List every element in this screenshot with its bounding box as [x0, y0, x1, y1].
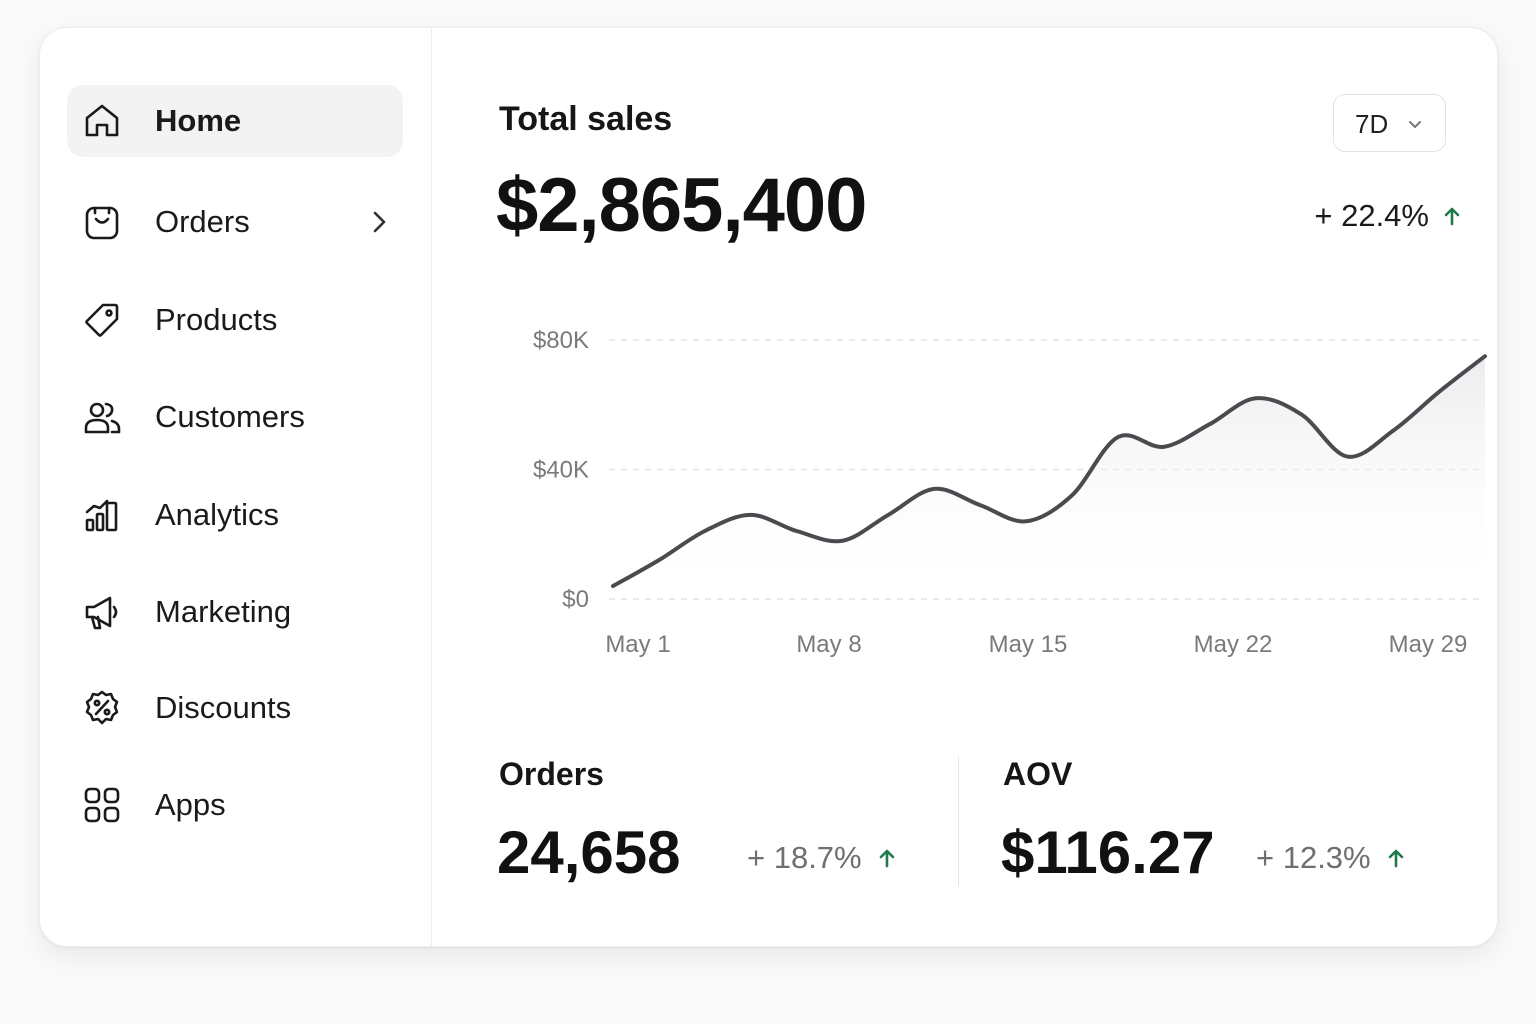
x-tick-label: May 29	[1389, 631, 1468, 658]
orders-change-badge: + 18.7%	[747, 840, 898, 876]
sidebar-item-label: Apps	[155, 787, 226, 822]
x-tick-label: May 8	[796, 631, 861, 658]
sales-dashboard-card: Home Orders Products	[39, 27, 1498, 947]
x-tick-label: May 15	[989, 631, 1068, 658]
sidebar-item-marketing[interactable]: Marketing	[67, 576, 403, 648]
sidebar-item-label: Orders	[155, 204, 250, 239]
total-sales-title: Total sales	[499, 100, 673, 138]
sales-change-value: + 22.4%	[1314, 198, 1429, 233]
sidebar-item-discounts[interactable]: Discounts	[67, 672, 403, 744]
arrow-up-icon	[876, 847, 898, 869]
megaphone-icon	[82, 592, 122, 632]
bag-icon	[82, 202, 122, 242]
orders-metric-value: 24,658	[497, 819, 681, 886]
sidebar-item-label: Marketing	[155, 594, 292, 629]
arrow-up-icon	[1385, 847, 1407, 869]
sales-panel: Total sales $2,865,400 7D + 22.4% $0 $40K…	[433, 28, 1497, 946]
chart-area-fill	[613, 356, 1485, 599]
x-tick-label: May 1	[605, 631, 670, 658]
sidebar-item-label: Home	[155, 103, 242, 138]
home-icon	[82, 101, 122, 141]
sidebar-item-apps[interactable]: Apps	[67, 769, 403, 841]
y-tick-label: $80K	[533, 327, 589, 354]
chart-x-axis: May 1 May 8 May 15 May 22 May 29	[605, 631, 1467, 658]
orders-metric-title: Orders	[499, 756, 604, 792]
metric-divider	[958, 756, 959, 886]
sidebar-nav: Home Orders Products	[40, 28, 432, 946]
aov-change-value: + 12.3%	[1256, 840, 1371, 875]
sidebar-item-orders[interactable]: Orders	[67, 186, 403, 258]
x-tick-label: May 22	[1194, 631, 1273, 658]
chart-series-line	[611, 354, 1487, 589]
chevron-down-icon	[1409, 121, 1421, 128]
orders-change-value: + 18.7%	[747, 840, 862, 875]
sidebar-item-label: Discounts	[155, 690, 292, 725]
sales-area-chart: $0 $40K $80K May 1 May 8 May 15 May 22 May 29	[533, 327, 1487, 658]
y-tick-label: $0	[562, 586, 589, 613]
sidebar-item-customers[interactable]: Customers	[67, 381, 403, 453]
aov-metric-value: $116.27	[1001, 819, 1215, 886]
date-range-dropdown[interactable]: 7D	[1333, 94, 1446, 152]
users-icon	[82, 397, 122, 437]
sales-change-badge: + 22.4%	[1314, 198, 1463, 234]
y-tick-label: $40K	[533, 457, 589, 484]
sidebar-item-label: Analytics	[155, 497, 280, 532]
sidebar-item-products[interactable]: Products	[67, 284, 403, 356]
date-range-label: 7D	[1355, 109, 1389, 139]
sidebar-item-label: Products	[155, 302, 278, 337]
sidebar-item-analytics[interactable]: Analytics	[67, 479, 403, 551]
aov-change-badge: + 12.3%	[1256, 840, 1407, 876]
bar-chart-icon	[82, 495, 122, 535]
apps-grid-icon	[82, 785, 122, 825]
arrow-up-icon	[1441, 205, 1463, 227]
sidebar-item-label: Customers	[155, 399, 305, 434]
chevron-right-icon	[373, 211, 386, 233]
aov-metric-title: AOV	[1003, 756, 1073, 792]
percent-badge-icon	[82, 688, 122, 728]
chart-y-axis: $0 $40K $80K	[533, 327, 589, 613]
tag-icon	[82, 300, 122, 340]
sidebar-item-home[interactable]: Home	[67, 85, 403, 157]
total-sales-value: $2,865,400	[496, 163, 867, 248]
